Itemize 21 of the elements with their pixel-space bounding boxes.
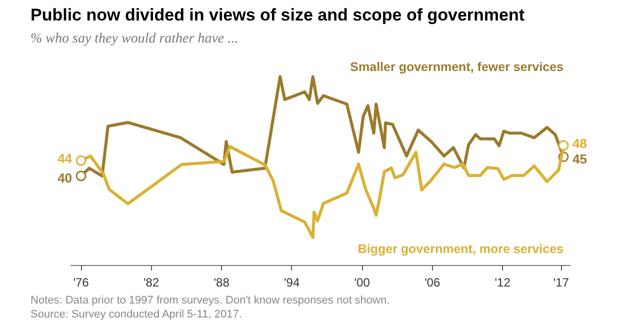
data-label: 44 (58, 151, 73, 166)
data-label: 48 (572, 136, 587, 151)
x-tick-label: '17 (553, 276, 570, 290)
x-tick-label: '88 (214, 276, 230, 290)
data-label: 40 (58, 170, 72, 186)
text: Smaller government, fewer services (350, 60, 564, 74)
x-tick-label: '82 (143, 276, 160, 290)
x-tick-label: '06 (424, 276, 440, 290)
data-label: 45 (572, 151, 587, 166)
chart-title: Public now divided in views of size and scope of government (30, 6, 525, 24)
x-tick-label: '94 (284, 276, 300, 290)
text: Notes: Data prior to 1997 from surveys. Don't know responses not shown. (30, 294, 390, 306)
source-note: Source: Survey conducted April 5-11, 2017. (30, 308, 242, 320)
x-tick-label: '00 (354, 276, 370, 290)
x-tick-label: '76 (73, 276, 90, 290)
x-tick-label: '12 (494, 276, 511, 290)
chart-subtitle: % who say they would rather have ... (30, 32, 238, 46)
point (76, 155, 86, 166)
point (76, 170, 86, 182)
text: Bigger government, more services (358, 242, 564, 256)
point (558, 140, 569, 151)
